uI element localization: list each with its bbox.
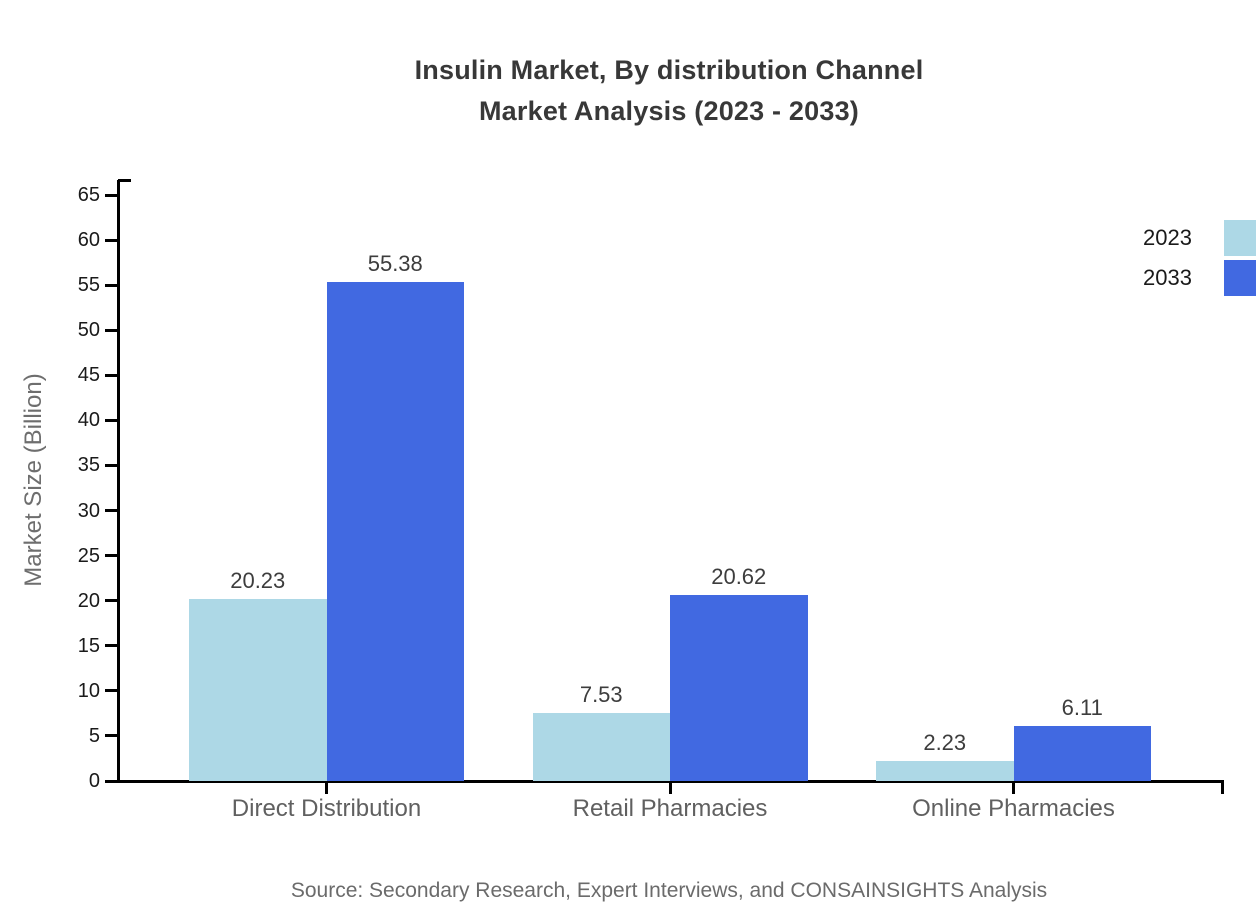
legend-swatch-2033 (1224, 260, 1256, 296)
bar-value-label: 55.38 (367, 250, 423, 276)
y-tick (105, 193, 118, 197)
y-tick (105, 689, 118, 693)
chart-title: Insulin Market, By distribution Channel … (78, 50, 1260, 132)
bar-2023-direct-distribution (189, 598, 327, 781)
y-tick (105, 554, 118, 558)
bar-2033-online-pharmacies (1013, 725, 1151, 781)
bar-2023-online-pharmacies (876, 760, 1014, 781)
x-tick (668, 781, 672, 794)
bar-2023-retail-pharmacies (532, 713, 670, 781)
y-tick (105, 463, 118, 467)
y-tick-label: 30 (77, 499, 100, 522)
x-axis-end-cap (1220, 781, 1224, 794)
y-tick (105, 328, 118, 332)
y-tick (105, 418, 118, 422)
y-tick-label: 35 (77, 454, 100, 477)
x-tick (325, 781, 328, 794)
y-tick (105, 734, 118, 738)
y-tick-label: 40 (77, 409, 100, 432)
category-label-direct-distribution: Direct Distribution (231, 795, 422, 822)
legend-swatch-2023 (1224, 220, 1256, 256)
y-tick (105, 599, 118, 603)
bar-value-label: 2.23 (923, 729, 967, 755)
legend-label-2033: 2033 (1143, 265, 1192, 290)
y-tick-label: 45 (77, 364, 100, 387)
bar-2033-direct-distribution (326, 281, 464, 781)
category-label-retail-pharmacies: Retail Pharmacies (572, 795, 768, 822)
y-axis-top-cap (118, 178, 131, 182)
y-tick (105, 509, 118, 513)
y-tick-label: 15 (77, 634, 100, 657)
y-tick (105, 283, 118, 287)
y-tick-label: 50 (77, 319, 100, 342)
bar-value-label: 20.23 (230, 567, 286, 593)
bar-2033-retail-pharmacies (670, 595, 808, 781)
y-tick-label: 20 (77, 589, 100, 612)
y-tick-label: 65 (77, 184, 100, 206)
y-tick (105, 644, 118, 648)
source-note: Source: Secondary Research, Expert Inter… (290, 879, 1048, 902)
y-tick-label: 10 (77, 679, 100, 702)
bar-value-label: 20.62 (711, 564, 767, 590)
y-tick (105, 238, 118, 242)
category-label-online-pharmacies: Online Pharmacies (912, 795, 1115, 822)
y-tick-label: 60 (77, 229, 100, 252)
x-tick (1012, 781, 1015, 794)
y-tick-label: 5 (88, 724, 100, 747)
bar-value-label: 6.11 (1061, 694, 1103, 720)
chart-title-line2: Market Analysis (2023 - 2033) (478, 96, 859, 126)
y-tick-label: 25 (77, 544, 100, 567)
y-tick (105, 779, 118, 783)
y-tick (105, 373, 118, 377)
chart-title-line1: Insulin Market, By distribution Channel (414, 55, 924, 85)
legend-label-2023: 2023 (1143, 225, 1192, 250)
y-tick-label: 0 (88, 770, 100, 792)
y-axis-line (116, 180, 120, 783)
y-tick-label: 55 (77, 274, 100, 297)
bar-value-label: 7.53 (579, 682, 623, 708)
